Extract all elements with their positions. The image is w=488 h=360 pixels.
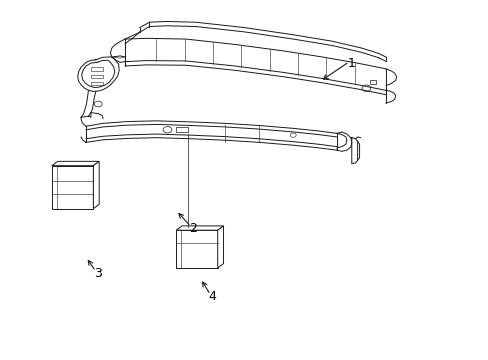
Polygon shape (369, 80, 375, 84)
Bar (61, 192, 84, 202)
Bar (183, 253, 210, 264)
Bar (61, 172, 84, 182)
Text: 3: 3 (94, 267, 102, 280)
Bar (91, 75, 103, 78)
Polygon shape (176, 230, 217, 268)
Bar (91, 67, 103, 71)
Polygon shape (52, 161, 99, 166)
Text: 1: 1 (347, 57, 355, 70)
Text: 2: 2 (189, 222, 197, 235)
Polygon shape (176, 226, 223, 230)
Polygon shape (52, 166, 93, 209)
Polygon shape (93, 161, 99, 209)
Text: 4: 4 (208, 290, 216, 303)
Polygon shape (176, 127, 188, 132)
Bar (183, 235, 210, 246)
Bar (91, 82, 103, 85)
Polygon shape (217, 226, 223, 268)
